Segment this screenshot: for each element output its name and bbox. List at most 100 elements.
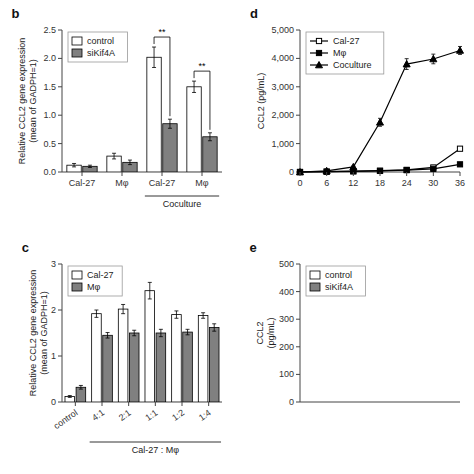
x-tick (155, 402, 156, 406)
significance-label: ** (198, 61, 206, 71)
panel: 0100200300400500CCL2(pg/mL)econtrolsiKif… (249, 240, 460, 407)
y-tick-label: 1.5 (43, 82, 56, 92)
bar (65, 396, 75, 402)
y-tick (58, 310, 62, 311)
error-cap (152, 47, 156, 48)
plot-area (65, 282, 219, 402)
legend-box (68, 266, 122, 296)
panel: 0.00.51.01.52.02.5Relative CCL2 gene exp… (11, 6, 222, 209)
y-tick (296, 374, 300, 375)
y-tick-label: 4,000 (271, 53, 294, 63)
significance-bracket (194, 71, 210, 130)
error-bar (112, 153, 116, 159)
bar (129, 333, 139, 402)
y-tick-label: 500 (279, 259, 294, 269)
error-stem (154, 47, 155, 67)
error-cap (458, 54, 462, 55)
y-tick-label: 1,000 (271, 139, 294, 149)
point (457, 47, 464, 53)
error-bar (68, 396, 72, 398)
error-cap (148, 282, 152, 283)
y-tick-label: 5,000 (271, 25, 294, 35)
error-cap (148, 298, 152, 299)
error-bar (79, 385, 83, 389)
y-tick (58, 86, 62, 87)
error-bar (168, 119, 172, 128)
x-tick-label: 0 (297, 178, 302, 188)
error-cap (201, 318, 205, 319)
legend-marker (316, 50, 321, 55)
legend: controlsiKif4A (306, 266, 365, 296)
error-cap (94, 310, 98, 311)
x-tick (326, 172, 327, 176)
title: d (250, 6, 258, 21)
y-tick (296, 402, 300, 403)
x-tick-label: 1:1 (143, 407, 159, 422)
error-stem (114, 153, 115, 159)
error-bar (208, 133, 212, 141)
y-tick-label: 0.0 (43, 167, 56, 177)
y-tick-label: 0 (289, 397, 294, 407)
y-tick (58, 172, 62, 173)
y-tick-label: 300 (279, 314, 294, 324)
x-tick-label: 4:1 (90, 407, 106, 422)
error-bar (132, 330, 136, 336)
y-axis (300, 264, 301, 402)
error-stem (80, 385, 81, 389)
x-tick (460, 172, 461, 176)
y-tick (296, 86, 300, 87)
error-cap (79, 385, 83, 386)
bar (92, 314, 102, 402)
error-cap (152, 67, 156, 68)
x-tick-label: 12 (348, 178, 358, 188)
y-tick-label: 2.5 (43, 25, 56, 35)
error-cap (128, 164, 132, 165)
error-bar (174, 311, 178, 318)
x-tick-label: 36 (455, 178, 465, 188)
bar (183, 332, 193, 402)
error-cap (159, 329, 163, 330)
x-tick (122, 172, 123, 176)
error-stem (214, 324, 215, 331)
y-tick-label: 1.0 (43, 110, 56, 120)
point (430, 55, 437, 61)
x-tick (433, 172, 434, 176)
group-bracket (145, 196, 219, 197)
error-cap (128, 160, 132, 161)
y-tick (296, 115, 300, 116)
legend-label: siKif4A (87, 48, 115, 58)
y-axis (300, 30, 301, 172)
legend: control siKif4A (68, 32, 127, 62)
point (431, 166, 436, 171)
legend-marker (316, 62, 323, 68)
y-tick-label: 3,000 (271, 82, 294, 92)
y-tick (58, 356, 62, 357)
error-cap (431, 63, 435, 64)
point (457, 146, 462, 151)
y-tick (58, 264, 62, 265)
error-stem (107, 333, 108, 339)
error-cap (186, 334, 190, 335)
y-label: Relative CCL2 gene expression(mean of GA… (28, 270, 49, 397)
error-stem (203, 313, 204, 319)
y-tick-label: 3 (51, 259, 56, 269)
legend-swatch (310, 283, 320, 291)
error-cap (168, 119, 172, 120)
error-cap (79, 389, 83, 390)
error-stem (129, 160, 130, 165)
legend-label: Cal-27 (87, 270, 114, 280)
error-cap (212, 331, 216, 332)
y-tick (58, 30, 62, 31)
error-cap (159, 336, 163, 337)
error-stem (160, 329, 161, 336)
error-bar (128, 160, 132, 165)
x-tick-label: 30 (428, 178, 438, 188)
error-bar (148, 282, 152, 299)
x-tick (300, 172, 301, 176)
y-label-line: (mean of GADPH=1) (28, 59, 38, 142)
legend-label: control (87, 36, 114, 46)
legend-swatch (72, 37, 82, 45)
point (377, 119, 384, 125)
x-tick (208, 402, 209, 406)
y-tick (296, 291, 300, 292)
